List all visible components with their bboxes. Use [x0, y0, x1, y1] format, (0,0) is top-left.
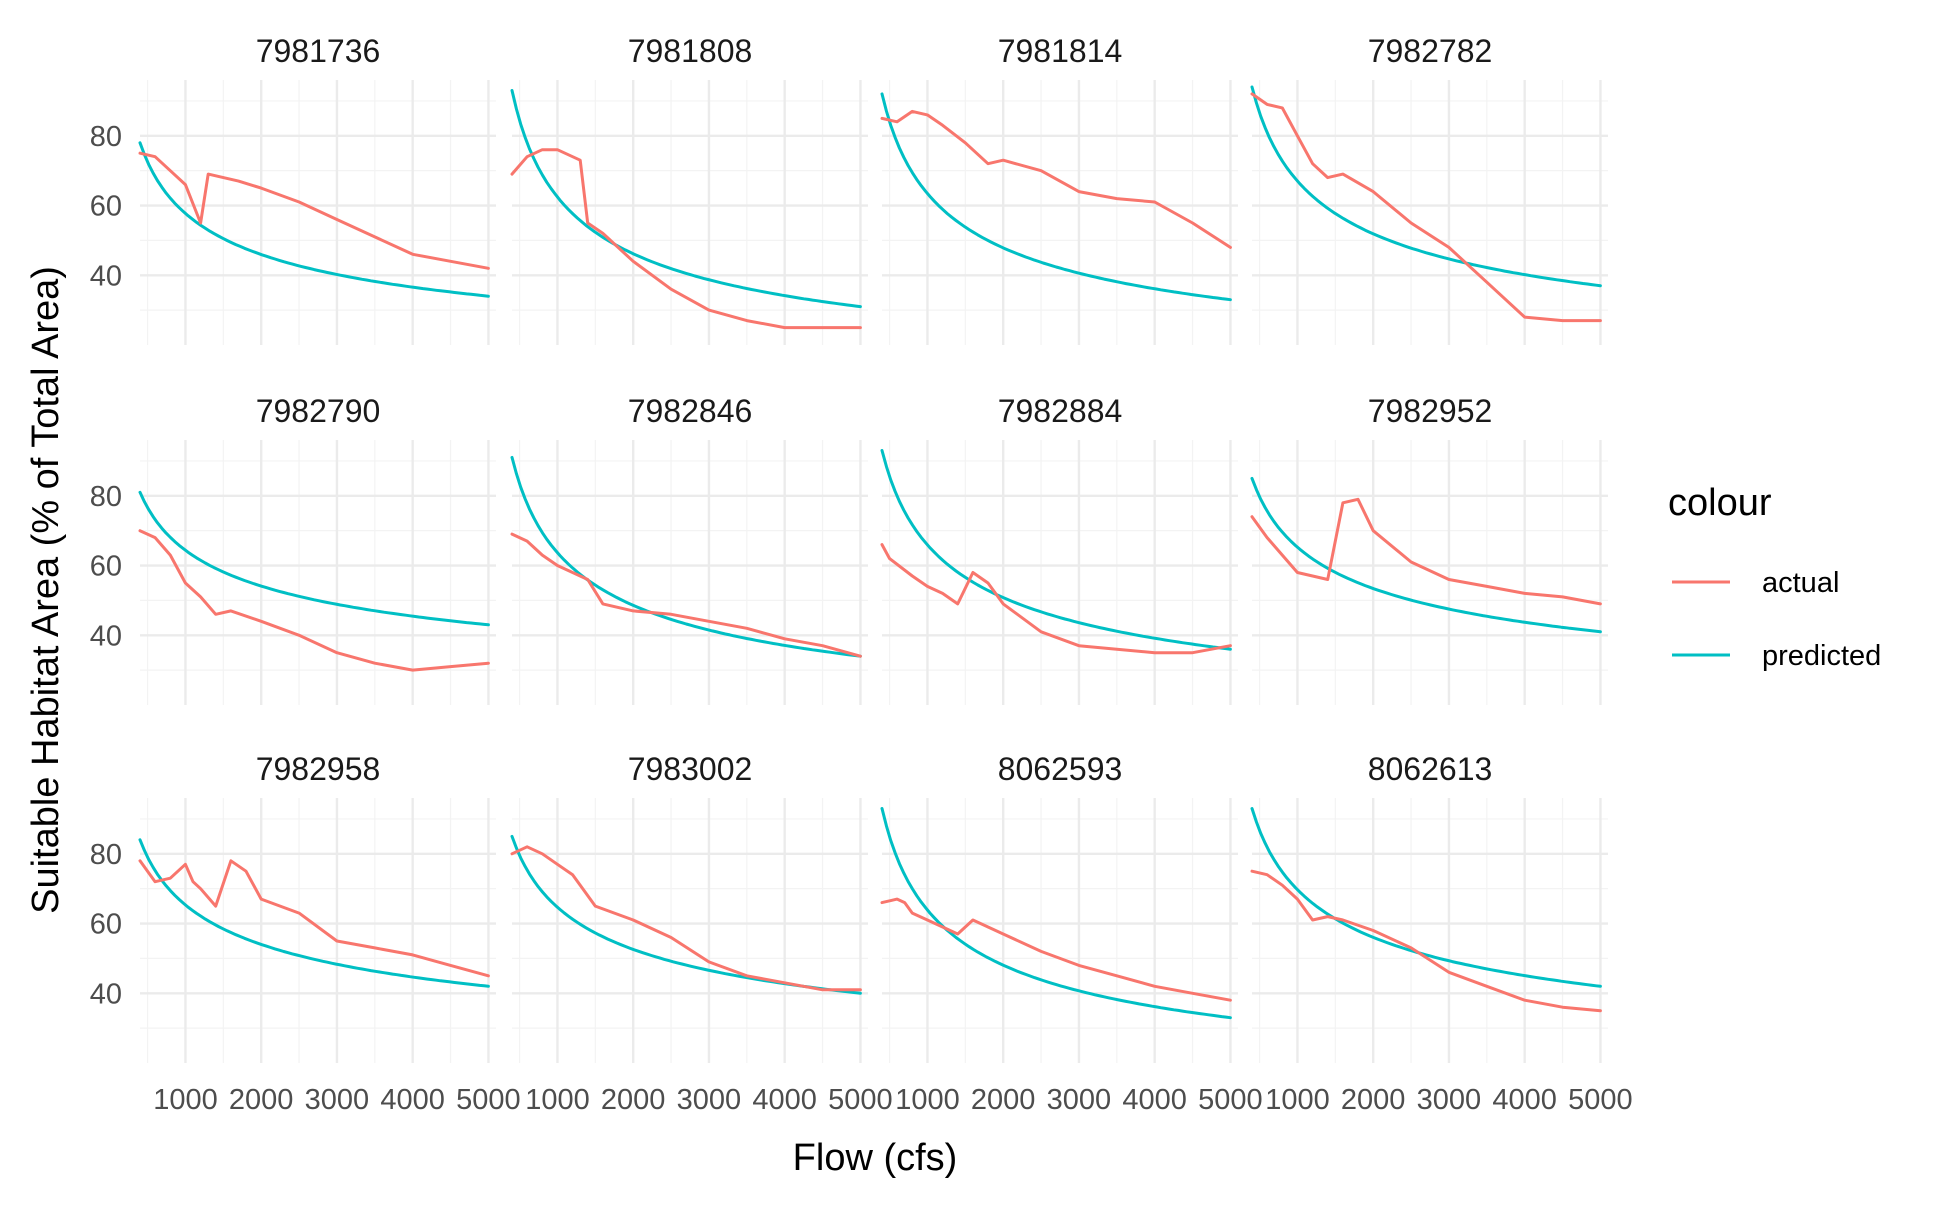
predicted-line [138, 838, 490, 988]
predicted-line [138, 141, 490, 298]
x-tick-label: 2000 [229, 1084, 294, 1116]
panel-background [512, 80, 868, 345]
panel-background [882, 440, 1238, 705]
predicted-line [880, 449, 1232, 651]
facet-panel: 7982884 [880, 393, 1238, 705]
facet-panel: 7982952 [1250, 393, 1608, 705]
x-tick-label: 4000 [1122, 1084, 1187, 1116]
panel-background [882, 798, 1238, 1063]
predicted-line [880, 807, 1232, 1020]
panel-background [1252, 80, 1608, 345]
facet-panel: 7982846 [510, 393, 868, 705]
panel-title: 7983002 [628, 751, 753, 787]
x-tick-label: 3000 [1047, 1084, 1112, 1116]
actual-line [1250, 497, 1602, 606]
facet-panel: 7981814 [880, 33, 1238, 345]
actual-line [510, 532, 862, 658]
x-tick-label: 5000 [456, 1084, 521, 1116]
actual-line [880, 109, 1232, 249]
x-tick-label: 2000 [1341, 1084, 1406, 1116]
actual-line [880, 897, 1232, 1002]
y-tick-label: 60 [90, 191, 122, 223]
x-tick-label: 5000 [828, 1084, 893, 1116]
actual-line [510, 845, 862, 992]
panel-title: 7982952 [1368, 393, 1493, 429]
predicted-line [510, 89, 862, 309]
predicted-line [880, 92, 1232, 302]
facet-panel: 7982790 40 60 80 [90, 393, 496, 705]
actual-line [1250, 92, 1602, 323]
panel-title: 7982958 [256, 751, 381, 787]
facet-panel: 8062593 1000 2000 3000 4000 5000 [880, 751, 1263, 1116]
legend: colour actual predicted [1668, 482, 1881, 672]
actual-line [880, 543, 1232, 655]
panel-title: 7982790 [256, 393, 381, 429]
panel-title: 7982884 [998, 393, 1123, 429]
actual-line [138, 151, 490, 270]
predicted-line [1250, 476, 1602, 634]
x-tick-label: 1000 [153, 1084, 218, 1116]
facet-panel: 7982958 40 60 80 1000 2000 3000 4000 5000 [90, 751, 521, 1116]
panel-background [140, 440, 496, 705]
x-tick-label: 5000 [1568, 1084, 1633, 1116]
predicted-line [138, 490, 490, 627]
y-axis-title: Suitable Habitat Area (% of Total Area) [25, 266, 67, 914]
panel-background [140, 80, 496, 345]
panel-background [512, 798, 868, 1063]
y-tick-label: 40 [90, 620, 122, 652]
y-tick-label: 40 [90, 978, 122, 1010]
x-tick-label: 3000 [305, 1084, 370, 1116]
x-tick-label: 2000 [971, 1084, 1036, 1116]
legend-label-predicted: predicted [1762, 640, 1881, 672]
y-tick-label: 60 [90, 551, 122, 583]
predicted-line [1250, 807, 1602, 988]
predicted-line [1250, 85, 1602, 288]
facet-panel: 7981736 40 60 80 [90, 33, 496, 345]
x-tick-label: 4000 [1492, 1084, 1557, 1116]
y-tick-label: 80 [90, 121, 122, 153]
x-tick-label: 1000 [895, 1084, 960, 1116]
actual-line [138, 529, 490, 672]
facet-panel: 7983002 1000 2000 3000 4000 5000 [510, 751, 893, 1116]
panel-title: 7982846 [628, 393, 753, 429]
y-tick-label: 80 [90, 481, 122, 513]
panel-background [140, 798, 496, 1063]
facet-panel: 7981808 [510, 33, 868, 345]
x-tick-label: 1000 [525, 1084, 590, 1116]
panel-background [512, 440, 868, 705]
x-axis-title: Flow (cfs) [793, 1137, 958, 1179]
y-tick-label: 40 [90, 260, 122, 292]
panel-title: 7981808 [628, 33, 753, 69]
actual-line [138, 859, 490, 978]
y-tick-label: 60 [90, 909, 122, 941]
legend-title: colour [1668, 482, 1772, 524]
actual-line [1250, 869, 1602, 1013]
facet-panel: 8062613 1000 2000 3000 4000 5000 [1250, 751, 1633, 1116]
predicted-line [510, 455, 862, 658]
x-tick-label: 3000 [677, 1084, 742, 1116]
legend-label-actual: actual [1762, 567, 1839, 599]
x-tick-label: 4000 [752, 1084, 817, 1116]
panel-title: 8062593 [998, 751, 1123, 787]
x-tick-label: 4000 [380, 1084, 445, 1116]
panel-title: 7981736 [256, 33, 381, 69]
x-tick-label: 3000 [1417, 1084, 1482, 1116]
panel-background [1252, 440, 1608, 705]
y-tick-label: 80 [90, 839, 122, 871]
x-tick-label: 5000 [1198, 1084, 1263, 1116]
x-tick-label: 1000 [1265, 1084, 1330, 1116]
actual-line [510, 148, 862, 330]
panel-title: 7981814 [998, 33, 1123, 69]
panel-title: 7982782 [1368, 33, 1493, 69]
panel-title: 8062613 [1368, 751, 1493, 787]
x-tick-label: 2000 [601, 1084, 666, 1116]
facet-panel: 7982782 [1250, 33, 1608, 345]
panel-background [1252, 798, 1608, 1063]
